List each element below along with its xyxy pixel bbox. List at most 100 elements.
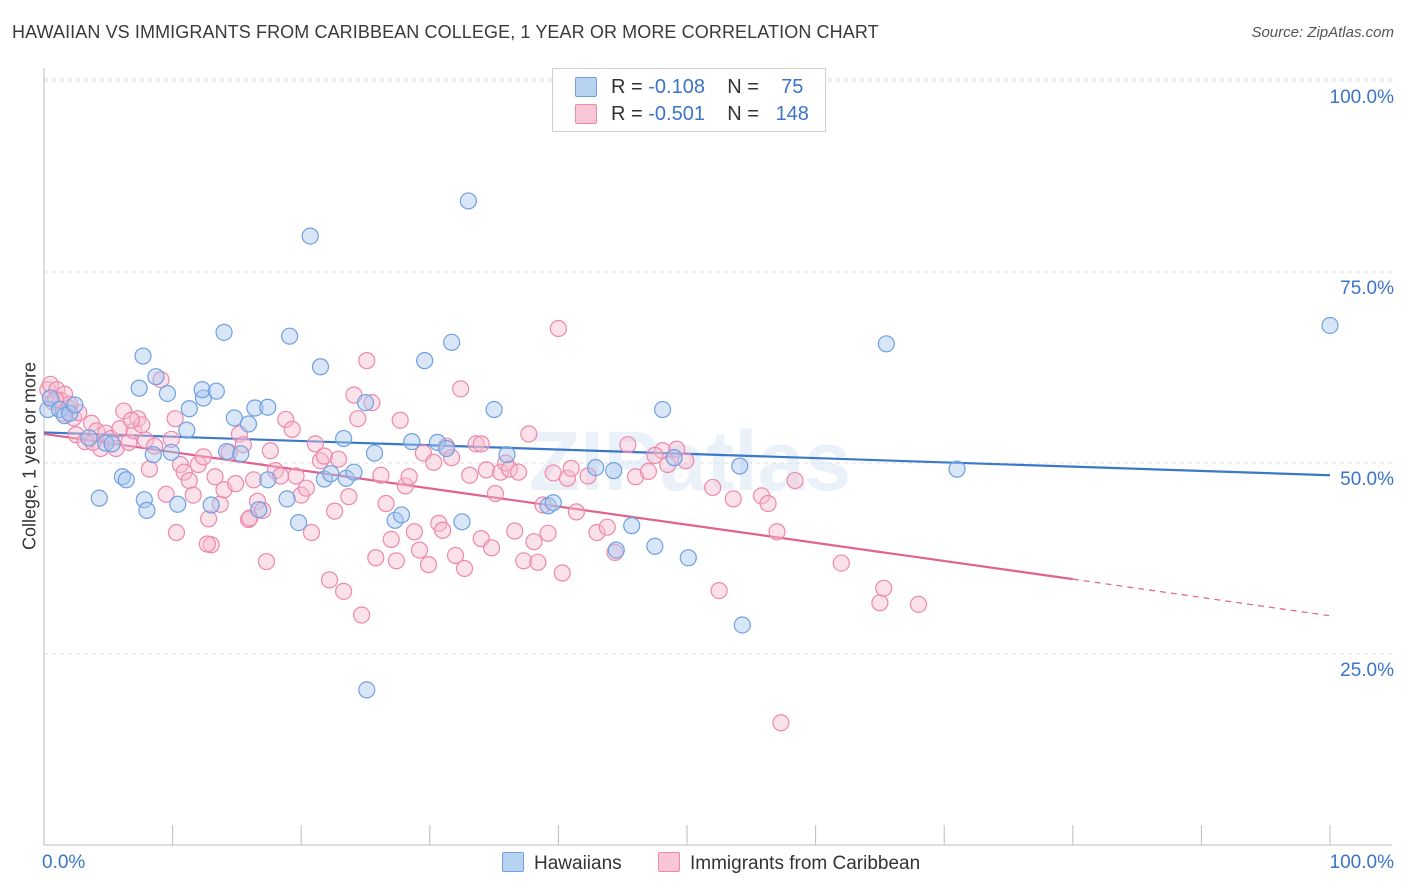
hawaiians-point [225,409,243,427]
caribbean-point [194,448,213,466]
caribbean-point [659,455,677,474]
hawaiians-point [416,352,434,370]
hawaiians-point [138,501,156,519]
hawaiians-point [948,460,966,478]
n-value: 75 [781,76,804,98]
hawaiians-point [218,442,236,461]
caribbean-point [283,420,301,438]
caribbean-point [434,521,452,539]
caribbean-point [539,524,557,542]
caribbean-point [396,477,414,495]
hawaiians-point [239,415,258,433]
hawaiians-point [605,462,623,480]
hawaiians-point [281,327,299,345]
caribbean-point [506,522,524,540]
caribbean-point [486,484,504,503]
caribbean-point [710,581,728,600]
hawaiians-point [544,494,562,512]
caribbean-point [871,594,889,612]
caribbean-point [340,488,358,506]
hawaiians-point [250,501,268,519]
caribbean-point [377,494,395,513]
y-tick-label-100: 100.0% [1329,87,1394,108]
caribbean-point [461,466,479,484]
caribbean-point [419,556,438,574]
hawaiians-point [877,335,895,353]
caribbean-point [382,530,400,549]
hawaiians-point [202,496,220,514]
n-label: N = [727,76,759,98]
caribbean-point [111,420,129,438]
caribbean-point [320,571,339,589]
trend-line-1 [43,432,1073,581]
legend-row-text: R = -0.108 N = 75 [611,76,803,99]
hawaiians-point [80,429,98,447]
r-value: -0.501 [648,103,705,125]
hawaiians-point [134,347,152,365]
caribbean-point [166,410,184,428]
hawaiians-point [733,616,751,634]
caribbean-point [363,394,381,412]
trend-lines [43,431,1331,617]
caribbean-point [520,425,538,443]
n-label: N = [727,103,759,125]
grid-lines [44,78,1392,655]
caribbean-point [287,467,305,485]
caribbean-point [152,371,170,389]
caribbean-point [261,442,279,460]
r-label: R = [611,103,643,125]
caribbean-point [562,459,580,477]
caribbean-point [553,564,571,582]
hawaiians-point [193,381,211,399]
hawaiians-point [259,398,277,416]
r-label: R = [611,76,643,98]
caribbean-point [786,471,804,490]
hawaiians-point [539,497,557,515]
caribbean-point [482,539,501,557]
legend-row-text: R = -0.501 N = 148 [611,103,809,126]
legend-item-hawaiians: Hawaiians [502,852,622,875]
hawaiians-point [61,404,79,422]
x-tick-label-min: 0.0% [42,852,86,873]
watermark: ZIPatlas [529,414,851,508]
hawaiians-point [301,227,319,245]
caribbean-point [515,552,533,570]
hawaiians-point [443,333,461,351]
caribbean-point [67,426,85,444]
hawaiians-point [623,517,641,535]
hawaiians-point [365,444,384,462]
caribbean-point [646,446,664,464]
hawaiians-point [232,445,250,463]
caribbean-point [704,478,722,497]
caribbean-point [175,463,193,481]
hawaiians-point [246,399,264,417]
hawaiians-legend-label: Hawaiians [534,853,622,874]
caribbean-point [400,468,418,486]
hawaiians-point [290,513,308,532]
caribbean-point [227,475,245,493]
caribbean-point [509,463,528,481]
hawaiians-point [485,400,503,419]
hawaiians-point [356,394,375,412]
caribbean-point [410,541,429,559]
hawaiians-point [97,434,115,452]
caribbean-point [772,714,790,732]
hawaiians-point [259,471,277,489]
caribbean-point [452,380,470,398]
caribbean-point [446,546,465,565]
caribbean-point [477,461,495,479]
hawaiians-point [278,490,296,508]
caribbean-point [326,502,344,520]
hawaiians-point [437,439,456,458]
caribbean-point [372,466,390,484]
caribbean-point [588,523,606,542]
caribbean-point [529,553,547,571]
caribbean-point [277,410,295,429]
caribbean-point [598,518,616,536]
hawaiians-point [162,443,180,461]
hawaiians-point [311,358,330,376]
caribbean-point [335,582,353,600]
hawaiians-point [169,495,187,513]
caribbean-point [198,535,216,553]
